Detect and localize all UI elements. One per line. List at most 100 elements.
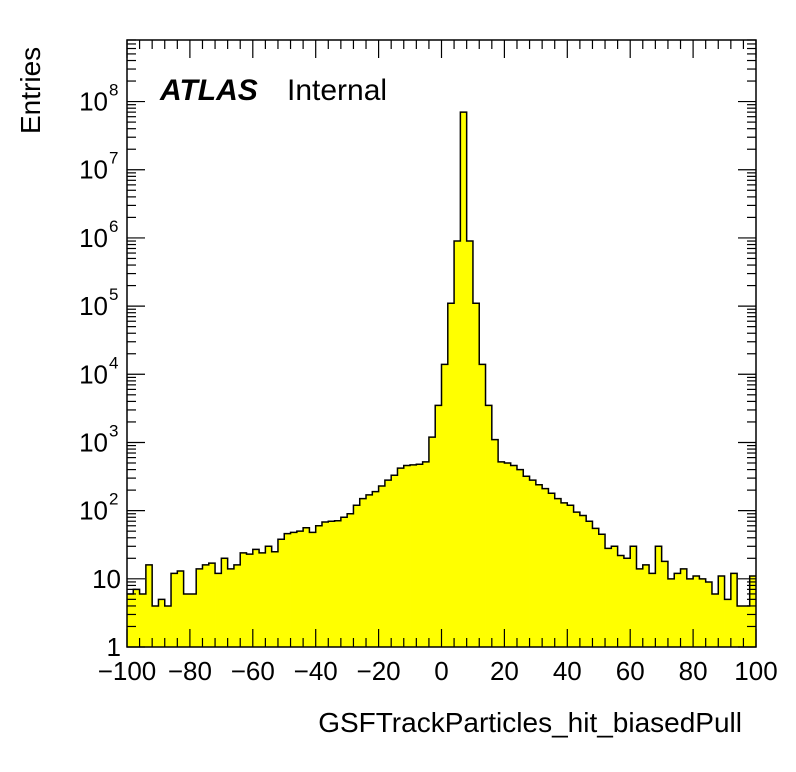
histogram-bar xyxy=(334,520,342,647)
histogram-bar xyxy=(724,599,732,647)
histogram-bar xyxy=(171,573,178,647)
histogram-bar xyxy=(158,599,166,647)
axis-ticks xyxy=(126,39,757,648)
y-tick-label: 10 xyxy=(79,291,108,321)
histogram-bar xyxy=(321,522,329,647)
histogram-bar xyxy=(655,546,663,647)
x-tick-labels: −100 −80 −60 −40 −20 0 20 40 60 80 100 xyxy=(98,656,778,686)
x-tick-label: −100 xyxy=(98,656,157,686)
histogram-bar xyxy=(491,439,499,647)
x-tick-label: −60 xyxy=(231,656,275,686)
histogram-bar xyxy=(215,573,222,647)
x-tick-label: −40 xyxy=(294,656,338,686)
histogram-bar xyxy=(378,485,386,647)
histogram-outline xyxy=(127,111,756,607)
x-axis-title: GSFTrackParticles_hit_biasedPull xyxy=(318,707,742,738)
y-tick-exponent: 7 xyxy=(109,149,118,168)
histogram-bar xyxy=(737,605,744,647)
histogram-bar xyxy=(177,571,185,647)
y-tick-exponent: 6 xyxy=(109,217,118,236)
histogram-bar xyxy=(598,534,606,647)
histogram-bar xyxy=(579,515,587,647)
histogram-bar xyxy=(152,605,159,647)
histogram-bar xyxy=(284,533,291,647)
histogram-bar xyxy=(516,469,524,647)
y-tick-exponent: 4 xyxy=(109,353,118,372)
y-tick-label: 10 xyxy=(92,564,121,594)
histogram-bar xyxy=(208,563,216,647)
x-tick-label: 0 xyxy=(434,656,448,686)
histogram-bar xyxy=(743,605,751,647)
y-tick-label: 10 xyxy=(79,223,108,253)
histogram-bar xyxy=(573,512,581,647)
atlas-label: ATLAS xyxy=(159,74,258,107)
histogram-bar xyxy=(145,564,153,647)
x-tick-label: 40 xyxy=(553,656,582,686)
x-tick-label: 20 xyxy=(490,656,519,686)
histogram-bar xyxy=(189,593,197,647)
internal-label: Internal xyxy=(287,74,387,107)
histogram-bar xyxy=(252,549,260,647)
histogram-bar xyxy=(265,546,273,647)
histogram-bar xyxy=(705,581,713,647)
histogram-bar xyxy=(290,532,298,647)
y-tick-label: 10 xyxy=(79,496,108,526)
histogram-bar xyxy=(510,465,518,647)
histogram-bar xyxy=(328,521,335,647)
histogram-bar xyxy=(693,575,700,647)
histogram-bar xyxy=(661,561,669,647)
y-tick-label: 10 xyxy=(79,359,108,389)
histogram-bar xyxy=(472,303,480,647)
histogram-bar xyxy=(416,464,424,647)
histogram-bar xyxy=(366,494,373,647)
histogram-bar xyxy=(498,461,505,647)
histogram-bar xyxy=(686,578,694,647)
histogram-bar xyxy=(542,488,549,647)
histogram-bar xyxy=(391,475,398,647)
histogram-bar xyxy=(227,568,235,647)
histogram-bar xyxy=(347,513,354,647)
histogram-bar xyxy=(372,491,379,647)
y-tick-label: 10 xyxy=(79,427,108,457)
histogram-bar xyxy=(667,578,675,647)
histogram-bar xyxy=(271,551,279,647)
y-tick-exponent: 3 xyxy=(109,421,118,440)
x-tick-label: 80 xyxy=(679,656,708,686)
histogram-bar xyxy=(548,493,556,647)
histogram-bar xyxy=(127,593,134,647)
histogram-bar xyxy=(636,568,644,647)
histogram-bar xyxy=(567,505,574,647)
histogram-bars xyxy=(127,112,757,647)
histogram-bar xyxy=(353,505,361,647)
x-tick-label: 100 xyxy=(734,656,777,686)
x-tick-label: −80 xyxy=(168,656,212,686)
histogram-bar xyxy=(233,564,241,647)
histogram-bar xyxy=(403,465,411,647)
histogram-bar xyxy=(447,303,455,647)
histogram-bar xyxy=(699,578,707,647)
histogram-bar xyxy=(384,480,392,647)
histogram-bar xyxy=(454,241,461,647)
y-tick-exponent: 2 xyxy=(109,490,118,509)
histogram-bar xyxy=(642,564,650,647)
histogram-bar xyxy=(611,546,619,647)
histogram-bar xyxy=(221,558,229,647)
histogram-bar xyxy=(711,593,719,647)
histogram-bar xyxy=(730,573,738,647)
histogram-bar xyxy=(749,575,757,647)
y-axis-title: Entries xyxy=(15,47,46,134)
histogram-bar xyxy=(309,532,317,647)
histogram-bar xyxy=(592,528,600,647)
histogram-bar xyxy=(680,568,688,647)
x-tick-label: 60 xyxy=(616,656,645,686)
histogram-bar xyxy=(133,589,140,647)
histogram-bar xyxy=(303,527,310,647)
histogram-bar xyxy=(410,464,417,647)
histogram-bar xyxy=(586,521,593,647)
histogram-bar xyxy=(277,539,285,647)
histogram-bar xyxy=(259,552,266,647)
histogram-bar xyxy=(485,405,493,647)
histogram-bar xyxy=(460,112,468,647)
